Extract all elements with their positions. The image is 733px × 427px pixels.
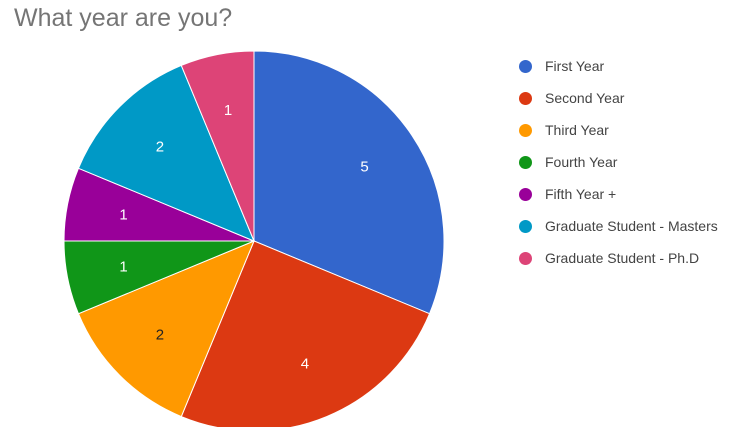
legend-swatch-6: [519, 251, 532, 265]
slice-value-label-0: 5: [360, 159, 368, 176]
legend-item-0: First Year: [519, 50, 718, 82]
legend-item-6: Graduate Student - Ph.D: [519, 242, 718, 274]
legend-item-2: Third Year: [519, 114, 718, 146]
legend-swatch-2: [519, 123, 532, 137]
legend-label-3: Fourth Year: [545, 154, 618, 170]
legend-swatch-3: [519, 155, 532, 169]
legend-swatch-4: [519, 187, 532, 201]
legend-label-5: Graduate Student - Masters: [545, 218, 718, 234]
legend-label-0: First Year: [545, 58, 605, 74]
legend-item-5: Graduate Student - Masters: [519, 210, 718, 242]
slice-value-label-1: 4: [301, 355, 309, 372]
pie-slice-5: [77, 64, 255, 242]
legend-swatch-0: [519, 59, 532, 73]
slice-value-label-2: 2: [156, 327, 164, 344]
legend-swatch-5: [519, 219, 532, 233]
pie-slice-0: [253, 50, 445, 315]
slice-value-label-5: 2: [156, 138, 164, 155]
slice-value-label-6: 1: [224, 102, 232, 119]
legend-swatch-1: [519, 91, 532, 105]
legend-item-3: Fourth Year: [519, 146, 718, 178]
slice-value-label-4: 1: [119, 207, 127, 224]
legend-item-1: Second Year: [519, 82, 718, 114]
legend-item-4: Fifth Year +: [519, 178, 718, 210]
legend-label-4: Fifth Year +: [545, 186, 617, 202]
pie-slice-6: [180, 50, 255, 242]
legend-label-1: Second Year: [545, 90, 625, 106]
legend-label-6: Graduate Student - Ph.D: [545, 250, 700, 266]
legend-label-2: Third Year: [545, 122, 609, 138]
chart-title: What year are you?: [14, 4, 233, 32]
slice-value-label-3: 1: [119, 258, 127, 275]
pie-slice-2: [77, 240, 255, 418]
legend: First Year Second Year Third Year Fourth Ye…: [519, 50, 718, 274]
